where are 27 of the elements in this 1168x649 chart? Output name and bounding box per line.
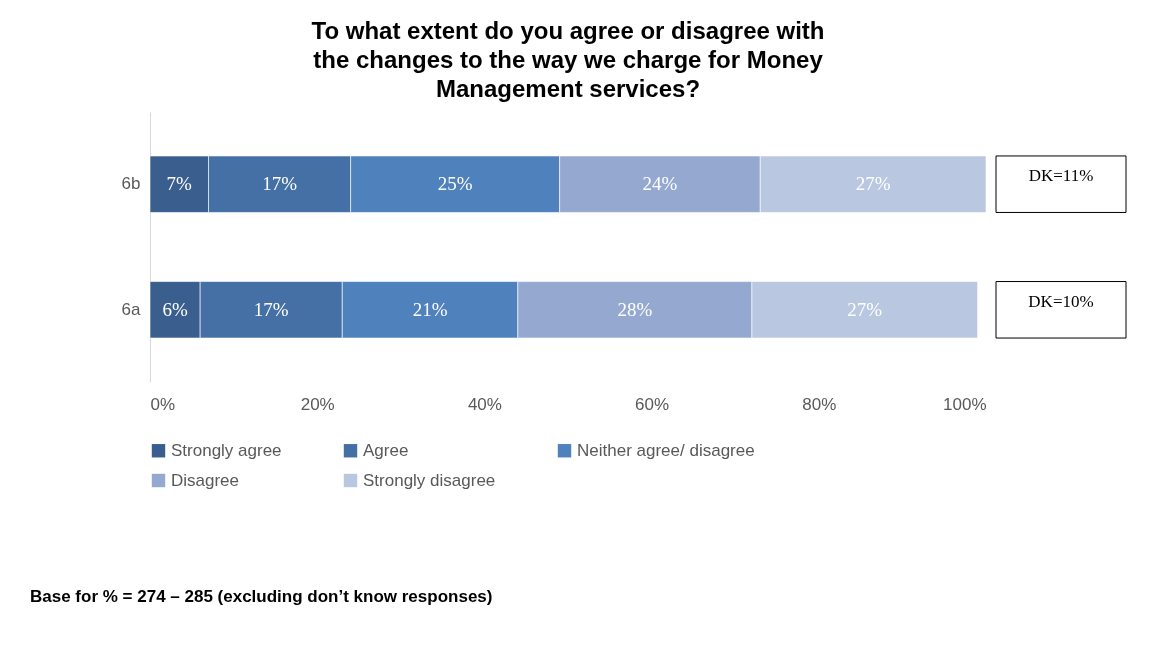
- y-tick-label: 6b: [121, 174, 141, 194]
- legend-label: Strongly agree: [171, 440, 282, 460]
- x-tick-label: 20%: [300, 394, 335, 414]
- text: Base for % = 274 – 285 (excluding don’t know responses): [30, 587, 493, 606]
- chart-title: To what extent do you agree or disagree with the changes to the way we charge for Money Management services?: [311, 17, 825, 102]
- text: 28%: [617, 298, 653, 320]
- text: DK=10%: [1028, 291, 1094, 311]
- text: 17%: [253, 298, 289, 320]
- x-tick-label: 100%: [943, 394, 987, 414]
- text: 7%: [166, 173, 192, 195]
- legend-label: Agree: [363, 440, 409, 460]
- text: 21%: [412, 298, 448, 320]
- text: 17%: [262, 173, 297, 195]
- text: DK=11%: [1028, 166, 1094, 186]
- legend-label: Disagree: [171, 470, 240, 490]
- text: 27%: [847, 298, 883, 320]
- text: 24%: [642, 173, 678, 195]
- x-tick-label: 60%: [635, 394, 670, 414]
- y-tick-label: 6a: [121, 299, 142, 319]
- x-tick-label: 0%: [150, 394, 176, 414]
- text: 25%: [437, 173, 473, 195]
- legend-label: Neither agree/ disagree: [577, 440, 755, 460]
- text: 6%: [162, 298, 188, 320]
- text: 27%: [855, 173, 891, 195]
- x-tick-label: 40%: [467, 394, 502, 414]
- legend-label: Strongly disagree: [363, 470, 496, 490]
- x-tick-label: 80%: [802, 394, 837, 414]
